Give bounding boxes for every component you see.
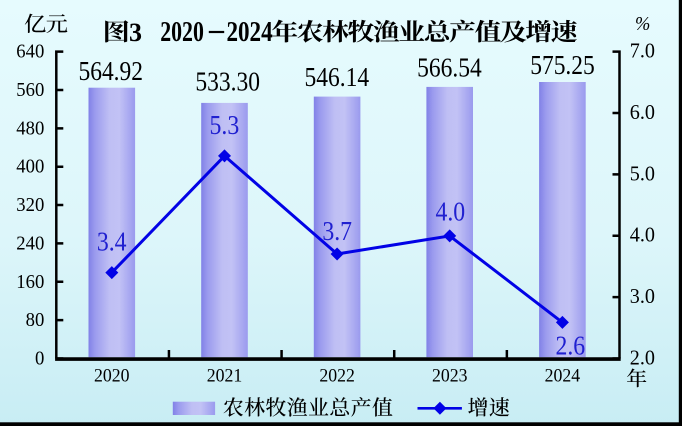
svg-text:160: 160 — [16, 271, 44, 293]
svg-text:575.25: 575.25 — [530, 50, 595, 80]
svg-text:546.14: 546.14 — [305, 63, 370, 93]
svg-text:400: 400 — [16, 156, 44, 178]
svg-text:4.0: 4.0 — [630, 224, 655, 246]
svg-text:533.30: 533.30 — [195, 67, 260, 97]
svg-text:2020: 2020 — [94, 365, 129, 387]
svg-text:2021: 2021 — [207, 365, 242, 387]
svg-text:%: % — [635, 14, 650, 36]
svg-text:2.6: 2.6 — [555, 330, 585, 361]
svg-text:2024: 2024 — [545, 365, 580, 387]
svg-text:640: 640 — [16, 41, 44, 63]
svg-text:5.0: 5.0 — [630, 163, 655, 185]
svg-text:240: 240 — [16, 233, 44, 255]
svg-text:5.3: 5.3 — [210, 110, 240, 141]
svg-text:80: 80 — [26, 309, 45, 331]
svg-text:2023: 2023 — [432, 365, 467, 387]
svg-text:3: 3 — [129, 18, 142, 47]
svg-text:0: 0 — [35, 348, 44, 370]
svg-text:480: 480 — [16, 118, 44, 140]
svg-text:560: 560 — [16, 79, 44, 101]
svg-text:2022: 2022 — [319, 365, 354, 387]
svg-text:6.0: 6.0 — [630, 102, 655, 124]
svg-text:3.7: 3.7 — [322, 215, 352, 246]
svg-text:3.0: 3.0 — [630, 286, 655, 308]
svg-text:564.92: 564.92 — [78, 57, 143, 87]
svg-text:2024: 2024 — [226, 16, 272, 48]
svg-text:2020: 2020 — [160, 18, 204, 48]
svg-text:566.54: 566.54 — [417, 53, 482, 83]
svg-text:320: 320 — [16, 194, 44, 216]
svg-text:4.0: 4.0 — [435, 196, 465, 227]
svg-text:7.0: 7.0 — [630, 40, 655, 62]
svg-text:3.4: 3.4 — [97, 226, 127, 257]
svg-text:2.0: 2.0 — [630, 347, 655, 369]
